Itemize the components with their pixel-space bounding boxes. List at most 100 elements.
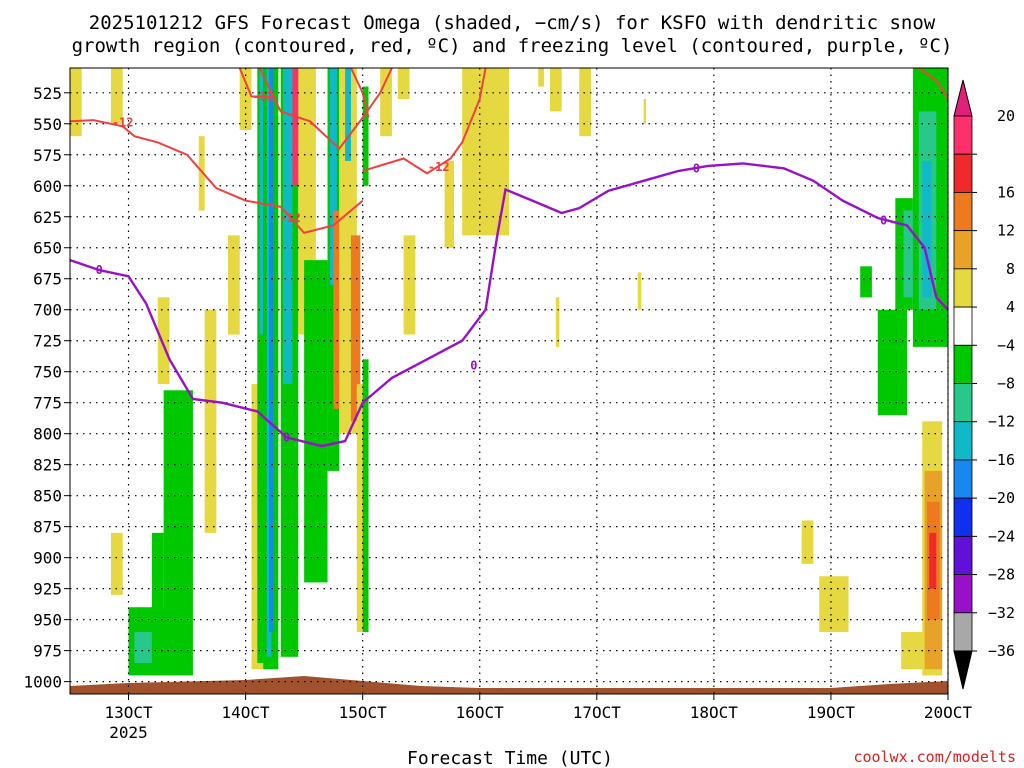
omega-cell xyxy=(333,210,340,409)
omega-cell xyxy=(269,68,274,633)
y-tick-label: 1000 xyxy=(23,673,62,692)
omega-cell xyxy=(350,235,361,422)
y-tick-label: 650 xyxy=(33,239,62,258)
omega-cell xyxy=(304,260,328,583)
omega-cell xyxy=(283,68,293,385)
omega-cell xyxy=(228,235,240,335)
freezing-level-label: 0 xyxy=(880,213,887,227)
ground-terrain xyxy=(70,676,948,694)
omega-cell xyxy=(380,68,392,137)
x-tick-label: 14OCT xyxy=(222,703,271,722)
omega-cell xyxy=(643,98,646,124)
y-tick-label: 625 xyxy=(33,208,62,227)
colorbar-swatch xyxy=(953,306,973,346)
colorbar-swatch xyxy=(953,192,973,232)
colorbar-top-arrow xyxy=(953,79,973,117)
x-tick-label: 20OCT xyxy=(924,703,973,722)
colorbar-label: −28 xyxy=(988,566,1015,584)
colorbar-label: 8 xyxy=(1006,260,1015,278)
y-tick-label: 850 xyxy=(33,487,62,506)
chart-title-line-1: 2025101212 GFS Forecast Omega (shaded, −… xyxy=(89,12,936,34)
y-tick-label: 525 xyxy=(33,84,62,103)
colorbar-swatch xyxy=(953,153,973,193)
omega-cell xyxy=(362,86,369,186)
y-tick-label: 600 xyxy=(33,177,62,196)
omega-cell xyxy=(239,68,252,130)
dgz-contour-line xyxy=(918,67,949,100)
dgz-contour-label: -12 xyxy=(252,90,274,104)
x-tick-label: 16OCT xyxy=(456,703,505,722)
y-tick-label: 700 xyxy=(33,301,62,320)
y-tick-label: 575 xyxy=(33,146,62,165)
colorbar-swatch xyxy=(953,535,973,575)
dgz-contour-line xyxy=(350,67,370,118)
colorbar-label: −32 xyxy=(988,604,1015,622)
dgz-contour-line xyxy=(258,67,393,151)
x-tick-label: 13OCT xyxy=(104,703,153,722)
y-tick-label: 900 xyxy=(33,549,62,568)
dgz-contour-line xyxy=(362,67,487,175)
omega-cell xyxy=(257,68,266,664)
dgz-contour-label: -12 xyxy=(279,211,301,225)
colorbar-swatch xyxy=(953,421,973,461)
omega-cell xyxy=(345,68,351,161)
y-tick-label: 725 xyxy=(33,332,62,351)
y-tick-label: 675 xyxy=(33,270,62,289)
x-tick-label: 17OCT xyxy=(573,703,622,722)
y-tick-label: 800 xyxy=(33,425,62,444)
omega-cell xyxy=(538,68,545,87)
colorbar-label: −24 xyxy=(988,527,1015,545)
colorbar-label: −36 xyxy=(988,642,1015,660)
y-tick-label: 950 xyxy=(33,611,62,630)
omega-cell xyxy=(903,210,913,298)
dgz-contour-line xyxy=(69,119,364,235)
dgz-contour-label: -12 xyxy=(428,160,450,174)
y-tick-label: 550 xyxy=(33,115,62,134)
x-tick-label: 19OCT xyxy=(807,703,856,722)
colorbar-swatch xyxy=(953,612,973,652)
dgz-contour-label: -12 xyxy=(112,116,134,130)
credit-link[interactable]: coolwx.com/modelts xyxy=(853,748,1016,766)
omega-cell xyxy=(134,632,152,664)
colorbar-label: 12 xyxy=(997,222,1015,240)
colorbar-label: −20 xyxy=(988,489,1015,507)
omega-cell xyxy=(163,390,193,676)
omega-cell xyxy=(259,68,264,335)
y-tick-label: 750 xyxy=(33,363,62,382)
omega-cell xyxy=(819,576,849,633)
freezing-level-label: 0 xyxy=(470,359,477,373)
omega-cell xyxy=(922,160,932,298)
dgz-contours: -12 -12 -12 -12 xyxy=(69,67,949,235)
freezing-level-contour: 0 0 0 0 0 xyxy=(69,161,949,448)
y-axis: 525 550 575 600 625 650 675 700 725 750 775 800 825 8… xyxy=(23,84,70,692)
omega-cell xyxy=(444,160,454,248)
omega-cell xyxy=(198,136,205,211)
freezing-level-label: 0 xyxy=(693,161,700,175)
omega-cell xyxy=(929,532,937,589)
dgz-contour-line xyxy=(238,67,275,98)
omega-cell xyxy=(204,309,217,533)
omega-cell xyxy=(329,68,337,285)
omega-cell xyxy=(637,272,642,310)
y-tick-label: 975 xyxy=(33,642,62,661)
omega-cell xyxy=(403,235,416,335)
x-tick-label: 18OCT xyxy=(690,703,739,722)
colorbar-swatch xyxy=(953,344,973,384)
y-tick-label: 925 xyxy=(33,580,62,599)
colorbar-swatch xyxy=(953,459,973,499)
omega-cell xyxy=(362,359,369,633)
colorbar-label: −12 xyxy=(988,413,1015,431)
colorbar-label: 16 xyxy=(997,183,1015,201)
x-tick-label: 15OCT xyxy=(339,703,388,722)
colorbar-swatch xyxy=(953,497,973,537)
colorbar-swatch xyxy=(953,268,973,308)
omega-cell xyxy=(579,68,591,137)
x-axis-title: Forecast Time (UTC) xyxy=(407,748,613,768)
omega-cell xyxy=(70,68,82,137)
colorbar-swatch xyxy=(953,383,973,423)
y-tick-label: 875 xyxy=(33,518,62,537)
omega-cell xyxy=(901,632,925,670)
colorbar: 20 16 12 8 4 −4 −8 −12 −16 −20 −24 −28 −32 −36 xyxy=(953,79,1015,690)
chart-title-line-2: growth region (contoured, red, ºC) and f… xyxy=(72,35,953,57)
